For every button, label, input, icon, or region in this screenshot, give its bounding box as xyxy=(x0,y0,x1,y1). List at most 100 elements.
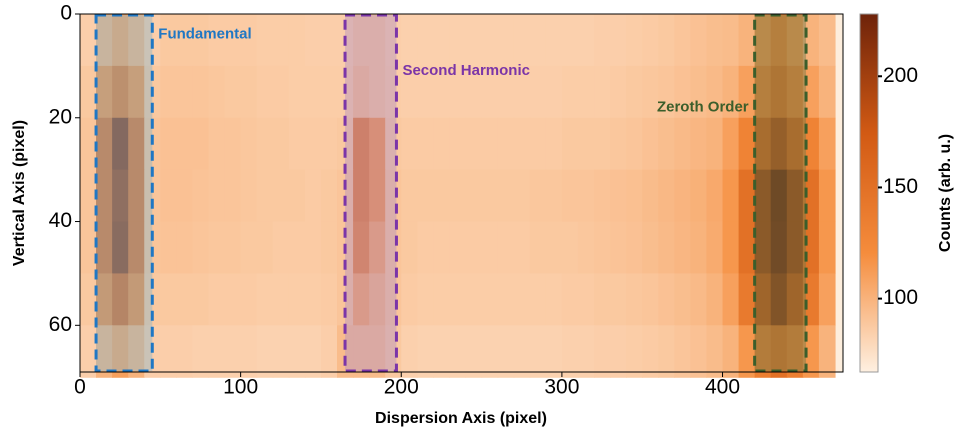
heat-cell xyxy=(80,118,97,170)
heat-cell xyxy=(160,170,177,222)
heat-cell xyxy=(626,118,643,170)
heat-cell xyxy=(192,222,209,274)
chart: FundamentalSecond HarmonicZeroth Order D… xyxy=(0,0,959,432)
heat-cell xyxy=(642,222,659,274)
heat-cell xyxy=(209,118,226,170)
heat-cell xyxy=(257,66,274,118)
heat-cell xyxy=(626,14,643,66)
heat-cell xyxy=(674,118,691,170)
heat-cell xyxy=(449,325,466,377)
heat-cell xyxy=(739,222,756,274)
heat-cell xyxy=(546,14,563,66)
heat-cell xyxy=(562,118,579,170)
heat-cell xyxy=(209,273,226,325)
heat-cell xyxy=(225,66,242,118)
heat-cell xyxy=(739,118,756,170)
heat-cell xyxy=(610,14,627,66)
heat-cell xyxy=(225,222,242,274)
heat-cell xyxy=(594,222,611,274)
heat-cell xyxy=(706,170,723,222)
heat-cell xyxy=(723,222,740,274)
region-label: Second Harmonic xyxy=(402,62,530,79)
heat-cell xyxy=(514,170,531,222)
heat-cell xyxy=(209,325,226,377)
heat-cell xyxy=(546,222,563,274)
heat-cell xyxy=(273,14,290,66)
heat-cell xyxy=(546,170,563,222)
heat-cell xyxy=(433,14,450,66)
heat-cell xyxy=(706,222,723,274)
heat-cell xyxy=(241,66,258,118)
heat-cell xyxy=(160,273,177,325)
heat-cell xyxy=(176,118,193,170)
heat-cell xyxy=(594,66,611,118)
heat-cell xyxy=(305,14,322,66)
heat-cell xyxy=(562,273,579,325)
heat-cell xyxy=(706,325,723,377)
heat-cell xyxy=(466,14,483,66)
heat-cell xyxy=(160,66,177,118)
heat-cell xyxy=(433,170,450,222)
heat-cell xyxy=(674,273,691,325)
heat-cell xyxy=(225,325,242,377)
heat-cell xyxy=(241,273,258,325)
heat-cell xyxy=(546,66,563,118)
region-box xyxy=(345,15,396,371)
heat-cell xyxy=(482,325,499,377)
heat-cell xyxy=(610,222,627,274)
heat-cell xyxy=(160,325,177,377)
heat-cell xyxy=(433,222,450,274)
heat-cell xyxy=(578,66,595,118)
x-tick-label: 200 xyxy=(384,376,419,399)
heat-cell xyxy=(80,170,97,222)
heat-cell xyxy=(642,14,659,66)
region-box xyxy=(96,15,152,371)
y-tick-label: 60 xyxy=(49,313,72,336)
heat-cell xyxy=(241,222,258,274)
heat-cell xyxy=(241,118,258,170)
heat-cell xyxy=(546,118,563,170)
heat-cell xyxy=(530,66,547,118)
heat-cell xyxy=(273,222,290,274)
heat-cell xyxy=(241,325,258,377)
heat-cell xyxy=(401,14,418,66)
heat-cell xyxy=(530,118,547,170)
heat-cell xyxy=(819,118,836,170)
x-tick-label: 400 xyxy=(705,376,740,399)
heat-cell xyxy=(257,273,274,325)
heat-cell xyxy=(433,273,450,325)
heat-cell xyxy=(321,66,338,118)
heat-cell xyxy=(321,273,338,325)
heat-cell xyxy=(498,118,515,170)
heat-cell xyxy=(674,325,691,377)
heat-cell xyxy=(209,170,226,222)
heat-cell xyxy=(626,170,643,222)
heat-cell xyxy=(160,222,177,274)
heat-cell xyxy=(401,273,418,325)
heat-cell xyxy=(449,170,466,222)
heat-cell xyxy=(819,66,836,118)
heat-cell xyxy=(321,325,338,377)
colorbar-label: Counts (arb. u.) xyxy=(937,134,954,252)
heat-cell xyxy=(578,325,595,377)
heat-cell xyxy=(80,273,97,325)
heat-cell xyxy=(626,66,643,118)
heat-cell xyxy=(514,325,531,377)
heat-cell xyxy=(417,325,434,377)
heat-cell xyxy=(819,222,836,274)
heat-cell xyxy=(482,222,499,274)
heat-cell xyxy=(289,222,306,274)
heat-cell xyxy=(819,14,836,66)
heat-cell xyxy=(514,118,531,170)
heat-cell xyxy=(257,325,274,377)
heat-cell xyxy=(578,273,595,325)
heat-cell xyxy=(690,170,707,222)
heat-cell xyxy=(658,170,675,222)
y-tick-label: 40 xyxy=(49,209,72,232)
heat-cell xyxy=(80,325,97,377)
heat-cell xyxy=(401,222,418,274)
heat-cell xyxy=(690,273,707,325)
heat-cell xyxy=(449,222,466,274)
heat-cell xyxy=(530,325,547,377)
colorbar-tick-label: 100 xyxy=(883,286,918,309)
